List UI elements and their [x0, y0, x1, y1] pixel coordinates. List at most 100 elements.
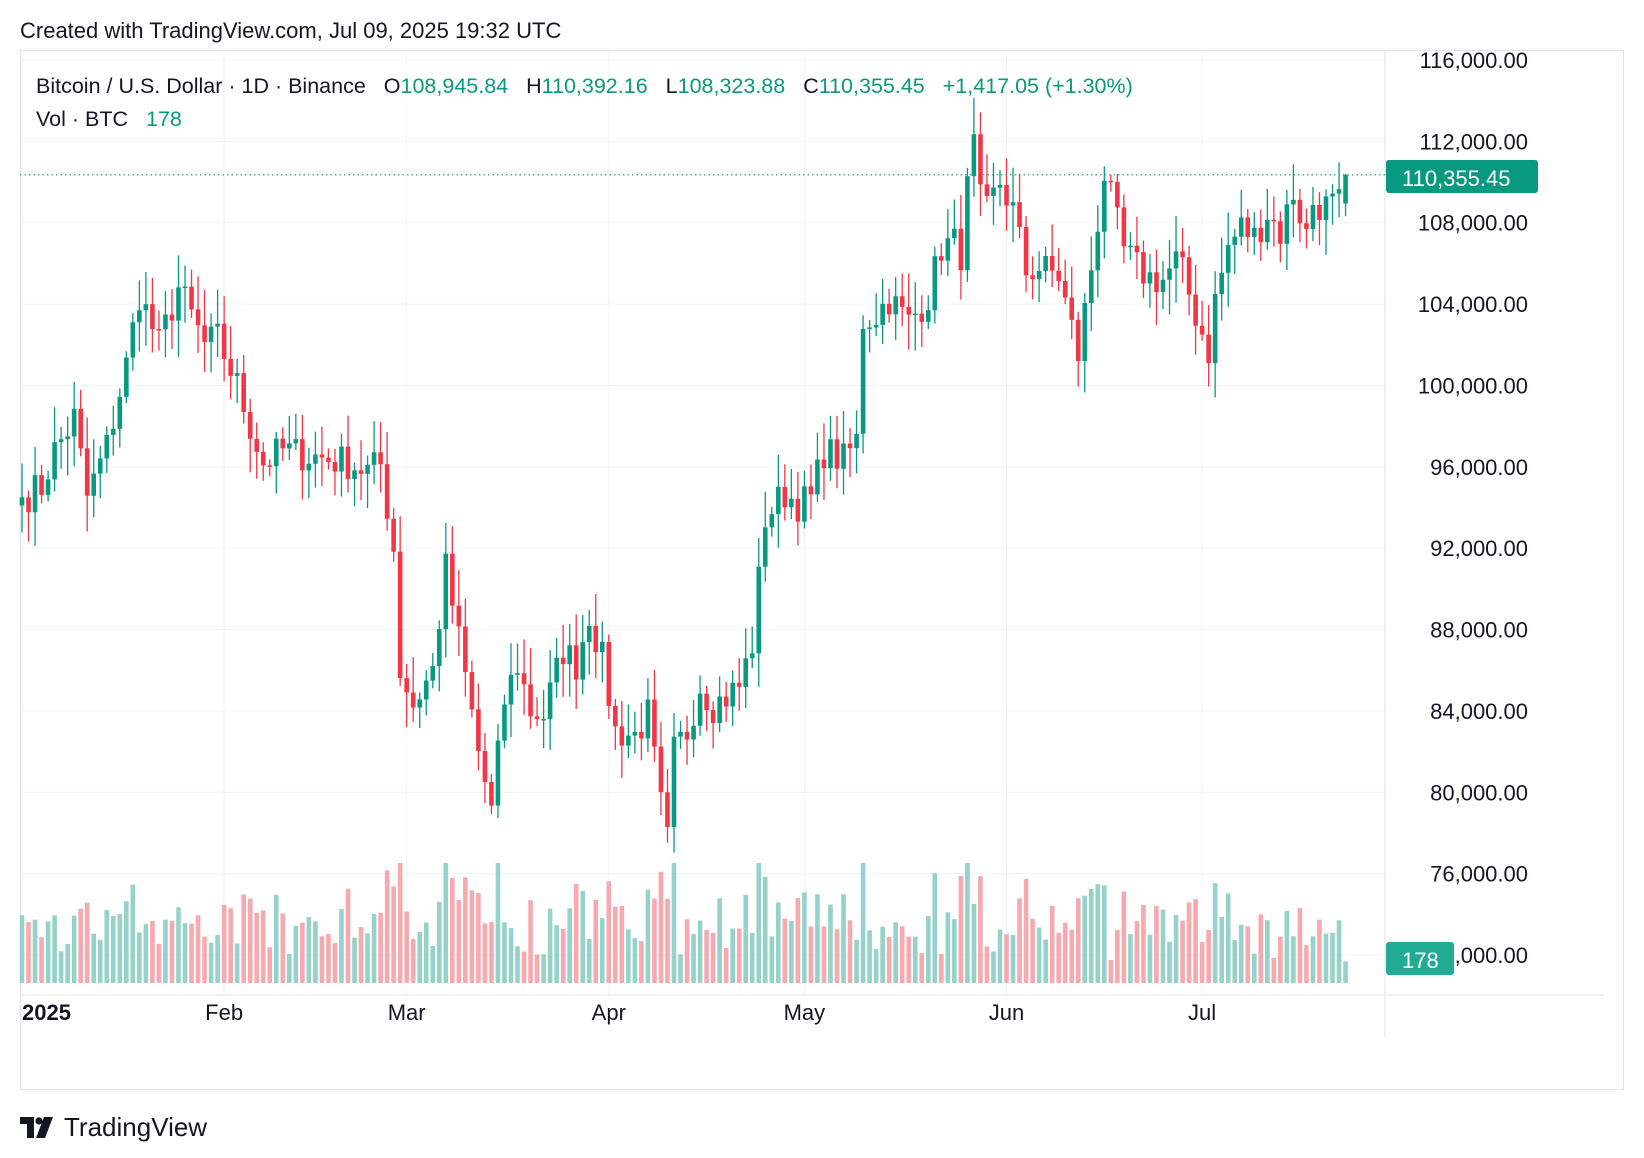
volume-bar: [143, 924, 149, 983]
volume-bar: [1258, 914, 1264, 983]
x-tick-label: May: [784, 1000, 826, 1025]
candle-body: [287, 443, 292, 449]
candle-body: [984, 184, 990, 196]
volume-bar: [26, 922, 31, 983]
candle-body: [1323, 196, 1329, 220]
candle-body: [456, 605, 462, 627]
volume-bars: [19, 863, 1348, 983]
volume-bar: [326, 934, 331, 983]
legend-high-value: 110,392.16: [541, 74, 648, 98]
candle-body: [430, 666, 436, 681]
volume-bar: [978, 876, 983, 983]
volume-bar: [267, 947, 273, 983]
volume-bar: [971, 903, 977, 983]
candle-body: [919, 313, 925, 322]
candle-body: [939, 256, 944, 261]
candle-body: [795, 498, 801, 522]
candle-body: [528, 684, 533, 717]
candle-body: [1010, 202, 1016, 206]
tradingview-logo-icon: [20, 1116, 53, 1138]
volume-bar: [1088, 889, 1094, 983]
volume-bar: [502, 922, 507, 983]
y-tick-label: 92,000.00: [1430, 536, 1528, 561]
volume-bar: [202, 936, 207, 983]
volume-bar: [1330, 932, 1335, 983]
volume-bar: [221, 904, 227, 983]
volume-bar: [137, 932, 142, 983]
candle-body: [215, 323, 220, 327]
volume-bar: [965, 863, 970, 983]
candle-body: [293, 439, 299, 444]
candle-body: [410, 692, 416, 708]
candle-body: [476, 709, 481, 751]
volume-bar: [678, 954, 683, 983]
legend-close-value: 110,355.45: [818, 74, 925, 98]
candle-body: [1062, 281, 1068, 298]
candle-body: [1271, 219, 1277, 222]
volume-bar: [697, 920, 703, 983]
candle-body: [952, 228, 957, 239]
candle-body: [547, 682, 553, 719]
volume-bar: [567, 908, 572, 983]
candle-body: [1265, 219, 1270, 243]
volume-bar: [384, 870, 390, 983]
candle-body: [560, 657, 566, 665]
volume-bar: [541, 954, 546, 983]
volume-bar: [599, 918, 605, 983]
candle-body: [1186, 257, 1192, 295]
volume-bar: [456, 900, 462, 983]
volume-bar: [104, 910, 110, 983]
volume-bar: [1310, 936, 1316, 983]
y-tick-label: 100,000.00: [1418, 373, 1528, 398]
volume-bar: [749, 933, 755, 983]
x-tick-label: Jun: [989, 1000, 1024, 1025]
candle-body: [345, 446, 351, 480]
candle-body: [32, 475, 38, 513]
candle-body: [163, 314, 168, 330]
volume-bar: [893, 922, 898, 983]
candle-body: [808, 486, 814, 495]
y-tick-label: 84,000.00: [1430, 699, 1528, 724]
candle-body: [391, 518, 396, 552]
volume-bar: [945, 912, 951, 983]
volume-bar: [32, 919, 38, 983]
volume-bar: [808, 926, 814, 983]
chart-frame: [20, 50, 1624, 1090]
volume-bar: [704, 929, 709, 983]
price-chart[interactable]: 116,000.00 112,000.00 108,000.00 104,000.00…: [0, 0, 1644, 1100]
volume-bar: [652, 898, 657, 983]
volume-bar: [1128, 934, 1133, 983]
candle-body: [1219, 272, 1224, 295]
volume-bar: [560, 929, 566, 983]
time-axis[interactable]: 2025 Feb Mar Apr May Jun Jul: [22, 1000, 1216, 1025]
candle-body: [1121, 207, 1127, 247]
legend-symbol[interactable]: Bitcoin / U.S. Dollar · 1D · Binance: [36, 74, 366, 98]
legend-low-label: L: [665, 74, 678, 98]
volume-bar: [84, 902, 90, 983]
candle-body: [821, 459, 827, 469]
footer-brand[interactable]: TradingView: [20, 1112, 207, 1143]
volume-bar: [169, 920, 175, 983]
candle-body: [1154, 272, 1159, 293]
volume-bar: [939, 953, 944, 983]
volume-bar: [828, 904, 833, 983]
candle-body: [710, 710, 716, 724]
volume-bar: [1212, 883, 1218, 983]
volume-bar: [958, 875, 964, 983]
y-tick-label: 116,000.00: [1420, 48, 1528, 73]
volume-bar: [358, 927, 364, 983]
volume-bar: [1023, 878, 1029, 983]
candle-body: [697, 693, 703, 726]
volume-bar: [854, 939, 859, 983]
volume-bar: [1115, 929, 1120, 983]
volume-bar: [528, 900, 533, 983]
candle-body: [378, 452, 383, 465]
volume-bar: [743, 894, 749, 983]
volume-bar: [1291, 936, 1296, 983]
candle-body: [332, 461, 338, 472]
candle-body: [1141, 252, 1146, 284]
candle-body: [1284, 204, 1290, 244]
legend-volume-label[interactable]: Vol · BTC: [36, 107, 128, 131]
candle-body: [169, 314, 175, 321]
volume-bar: [776, 902, 781, 983]
